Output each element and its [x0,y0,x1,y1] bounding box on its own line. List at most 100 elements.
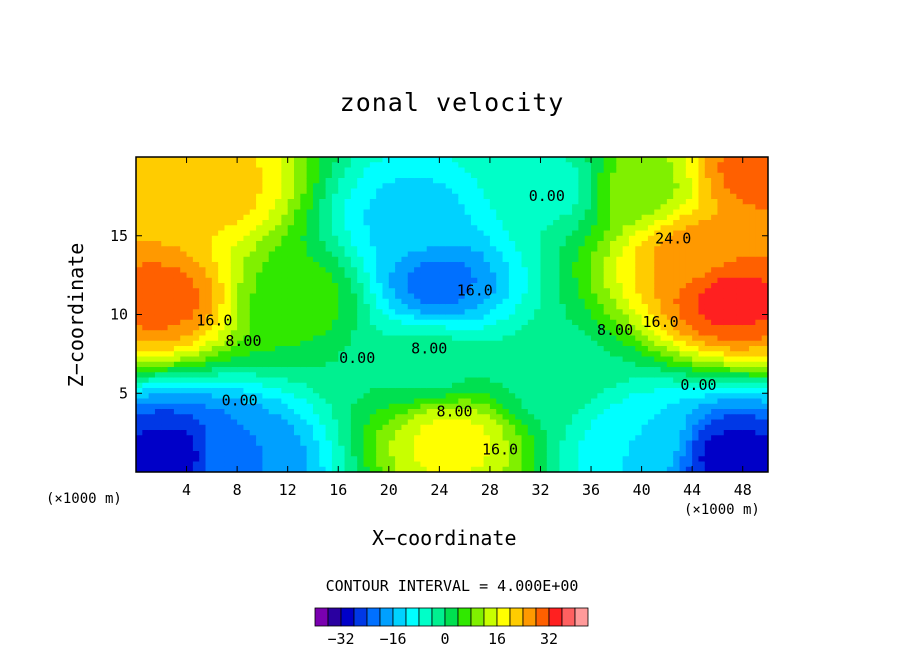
field-cell [148,225,156,232]
field-cell [439,178,447,184]
field-cell [603,466,611,472]
field-cell [230,340,238,347]
field-cell [584,314,592,321]
field-cell [136,277,143,284]
field-cell [572,398,579,405]
field-cell [559,435,567,442]
field-cell [647,235,655,242]
field-cell [502,283,510,289]
field-cell [186,262,194,268]
field-cell [622,325,630,331]
field-cell [211,230,219,237]
field-cell [205,193,213,200]
field-cell [420,298,428,305]
field-cell [230,288,238,295]
field-cell [433,267,440,274]
field-cell [559,445,567,452]
field-cell [603,251,611,258]
field-cell [584,309,592,316]
field-cell [243,414,251,421]
field-cell [521,356,529,363]
field-cell [477,314,485,321]
field-cell [300,214,308,221]
field-cell [654,461,662,468]
field-cell [192,157,200,163]
field-cell [654,398,662,405]
field-cell [515,325,523,331]
field-cell [610,388,617,394]
field-cell [559,388,567,394]
field-cell [660,235,668,242]
field-cell [205,367,213,373]
field-cell [350,188,358,195]
field-cell [262,309,270,316]
field-cell [477,445,485,452]
field-cell [148,330,156,337]
field-cell [452,183,459,190]
field-cell [319,272,327,279]
field-cell [420,230,428,237]
field-cell [192,451,200,457]
field-cell [173,466,181,472]
field-cell [483,377,491,384]
field-cell [470,314,478,321]
field-cell [211,325,219,331]
field-cell [344,214,352,221]
field-cell [578,193,586,200]
field-cell [136,346,143,352]
field-cell [161,456,169,463]
field-cell [420,288,428,295]
field-cell [534,319,542,326]
field-cell [407,256,415,263]
field-cell [515,241,523,247]
field-cell [382,445,390,452]
field-cell [470,162,478,169]
field-cell [224,172,232,179]
field-cell [243,314,251,321]
field-cell [319,199,327,205]
field-cell [256,204,263,211]
field-cell [256,393,263,400]
field-cell [249,235,257,242]
field-cell [325,183,333,190]
field-cell [553,235,561,242]
field-cell [338,199,346,205]
field-cell [572,256,579,263]
field-cell [338,293,346,300]
field-cell [186,193,194,200]
field-cell [527,304,535,310]
field-cell [527,372,535,379]
field-cell [136,298,143,305]
field-cell [388,262,396,268]
field-cell [224,377,232,384]
field-cell [300,330,308,337]
field-cell [148,246,156,253]
field-cell [154,272,162,279]
field-cell [622,162,630,169]
field-cell [300,298,308,305]
field-cell [502,382,510,389]
field-cell [502,272,510,279]
field-cell [553,288,561,295]
field-cell [584,424,592,431]
field-cell [433,361,440,368]
field-cell [211,162,219,169]
field-cell [142,309,150,316]
field-cell [553,367,561,373]
field-cell [287,298,295,305]
field-cell [591,172,598,179]
field-cell [433,241,440,247]
field-cell [173,424,181,431]
field-cell [635,325,643,331]
field-cell [635,209,643,216]
field-cell [477,183,485,190]
field-cell [654,451,662,457]
field-cell [515,361,523,368]
field-cell [445,251,453,258]
field-cell [376,304,384,310]
field-cell [584,445,592,452]
field-cell [452,461,459,468]
field-cell [262,403,270,410]
field-cell [224,466,232,472]
field-cell [628,419,636,426]
